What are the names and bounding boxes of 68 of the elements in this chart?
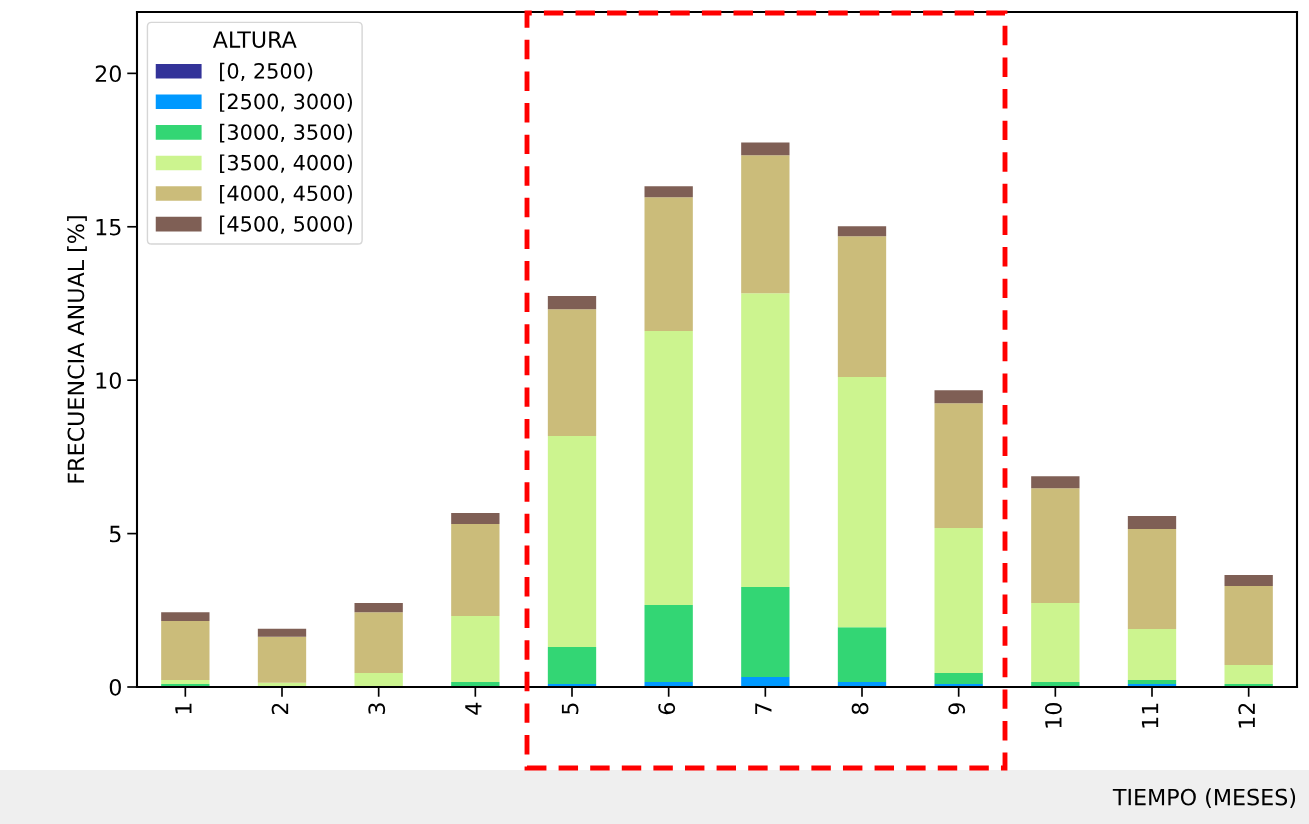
bar	[451, 524, 500, 617]
x-tick-label: 10	[1044, 703, 1062, 728]
legend-label: [4000, 4500)	[220, 184, 352, 204]
bar	[547, 436, 597, 648]
legend-label: [3000, 3500)	[220, 123, 352, 143]
bar	[741, 155, 790, 294]
bar	[1127, 629, 1177, 680]
bar	[257, 636, 307, 683]
x-tick-label: 4	[465, 702, 482, 715]
bar	[1031, 476, 1080, 489]
bar	[1127, 516, 1177, 529]
bar	[934, 403, 983, 529]
legend-title: ALTURA	[212, 31, 297, 48]
legend-label: [0, 2500)	[220, 62, 313, 82]
bar	[644, 605, 693, 683]
y-tick-label: 0	[109, 678, 121, 696]
x-axis-title: TIEMPO (MESES)	[1112, 788, 1296, 809]
bar	[1031, 602, 1080, 683]
bar	[644, 197, 693, 332]
y-tick-label: 20	[95, 65, 121, 83]
x-tick-label: 1	[175, 703, 192, 714]
bar	[837, 627, 887, 683]
bar	[451, 616, 500, 683]
bar	[354, 672, 403, 687]
bar	[837, 226, 887, 237]
x-tick-label: 9	[948, 703, 966, 715]
bar	[741, 586, 790, 677]
y-axis-title: FRECUENCIA ANUAL [%]	[67, 216, 87, 483]
bar	[354, 612, 403, 673]
bar	[161, 679, 210, 684]
bar	[934, 672, 983, 684]
y-tick-label: 10	[96, 372, 121, 389]
bar	[934, 528, 983, 673]
x-tick-label: 6	[658, 702, 676, 715]
x-tick-label: 12	[1238, 703, 1255, 728]
bar	[1031, 488, 1080, 603]
bar	[161, 612, 210, 622]
x-tick-label: 2	[271, 703, 289, 715]
legend-label: [4500, 5000)	[220, 215, 352, 235]
y-tick-label: 5	[109, 525, 121, 543]
bar	[934, 390, 983, 404]
x-tick-label: 3	[368, 703, 386, 715]
x-tick-label: 5	[561, 703, 579, 715]
x-tick-label: 8	[851, 703, 869, 715]
bar	[644, 331, 693, 606]
bar	[1127, 679, 1177, 684]
bar	[1224, 664, 1273, 684]
bar	[644, 186, 693, 198]
bar	[1224, 575, 1273, 587]
bar	[547, 296, 597, 310]
legend-label: [2500, 3000)	[220, 93, 352, 112]
bar	[741, 142, 790, 156]
bar	[257, 628, 307, 637]
bar	[161, 621, 210, 680]
bar	[741, 293, 790, 587]
bar	[1127, 528, 1177, 630]
bar	[547, 647, 597, 684]
bar	[451, 513, 500, 525]
bar	[741, 676, 790, 687]
bar	[354, 602, 403, 613]
x-tick-label: 11	[1141, 703, 1159, 728]
y-tick-label: 15	[96, 219, 121, 236]
bar	[547, 309, 597, 437]
bar	[837, 377, 887, 628]
x-tick-label: 7	[755, 703, 772, 714]
legend-label: [3500, 4000)	[220, 154, 352, 173]
bar	[1224, 586, 1273, 665]
bar	[837, 236, 887, 378]
